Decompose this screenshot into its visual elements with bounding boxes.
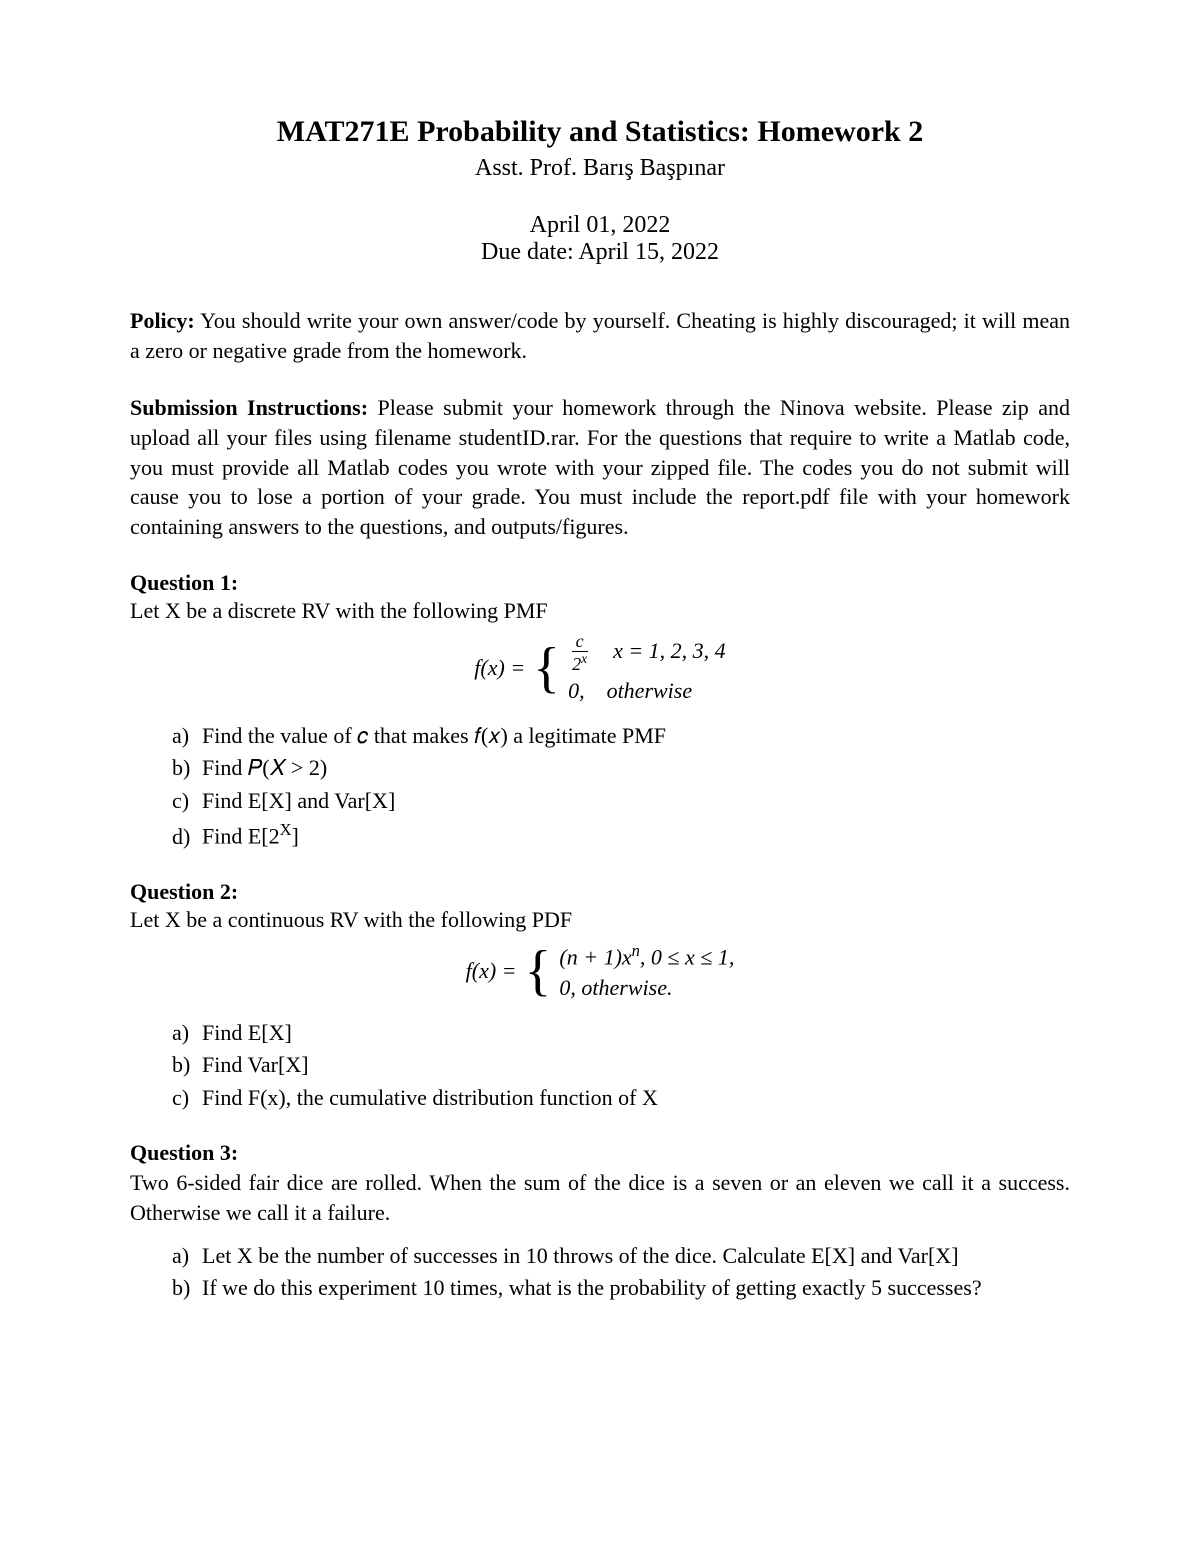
question-3-items: a)Let X be the number of successes in 10… — [130, 1242, 1070, 1303]
submission-label: Submission Instructions: — [130, 395, 368, 420]
question-1-equation: f(x) = { c 2x x = 1, 2, 3, 4 0, otherwis… — [130, 632, 1070, 704]
document-title: MAT271E Probability and Statistics: Home… — [130, 115, 1070, 149]
left-brace-icon: { — [525, 946, 552, 996]
q2-eq-lhs: f(x) = — [466, 958, 517, 984]
q2-item-b: b)Find Var[X] — [172, 1051, 1070, 1080]
q2-item-a: a)Find E[X] — [172, 1019, 1070, 1048]
submission-paragraph: Submission Instructions: Please submit y… — [130, 393, 1070, 541]
question-1-items: a)Find the value of 𝑐 that makes 𝑓(𝑥) a … — [130, 722, 1070, 852]
q1-frac-den-base: 2 — [572, 654, 581, 674]
q2-case2-val: 0, — [559, 975, 576, 1000]
document-due-date: Due date: April 15, 2022 — [130, 239, 1070, 266]
question-2: Question 2: Let X be a continuous RV wit… — [130, 879, 1070, 1112]
q1-item-d: d)Find E[2X] — [172, 819, 1070, 851]
q1-item-b: b)Find 𝑃(𝑋 > 2) — [172, 754, 1070, 783]
q2-case2-cond: otherwise. — [576, 975, 673, 1000]
q1-frac-den-exp: x — [581, 651, 587, 666]
q1-case1-cond: x = 1, 2, 3, 4 — [613, 638, 726, 663]
policy-label: Policy: — [130, 308, 195, 333]
question-2-intro: Let X be a continuous RV with the follow… — [130, 907, 1070, 933]
left-brace-icon: { — [533, 643, 560, 693]
document-author: Asst. Prof. Barış Başpınar — [130, 155, 1070, 182]
q1-case2-cond: otherwise — [607, 678, 693, 703]
question-2-equation: f(x) = { (n + 1)xn, 0 ≤ x ≤ 1, 0, otherw… — [130, 941, 1070, 1000]
question-1-intro: Let X be a discrete RV with the followin… — [130, 598, 1070, 624]
question-2-header: Question 2: — [130, 879, 1070, 905]
question-2-items: a)Find E[X] b)Find Var[X] c)Find F(x), t… — [130, 1019, 1070, 1113]
question-1-header: Question 1: — [130, 570, 1070, 596]
policy-paragraph: Policy: You should write your own answer… — [130, 306, 1070, 365]
q1-item-a: a)Find the value of 𝑐 that makes 𝑓(𝑥) a … — [172, 722, 1070, 751]
question-1: Question 1: Let X be a discrete RV with … — [130, 570, 1070, 851]
question-3: Question 3: Two 6-sided fair dice are ro… — [130, 1140, 1070, 1303]
policy-text: You should write your own answer/code by… — [130, 308, 1070, 363]
q1-fraction: c 2x — [568, 632, 591, 674]
q2-item-c: c)Find F(x), the cumulative distribution… — [172, 1084, 1070, 1113]
q3-item-a: a)Let X be the number of successes in 10… — [172, 1242, 1070, 1271]
q1-eq-lhs: f(x) = — [474, 655, 525, 681]
document-date: April 01, 2022 — [130, 212, 1070, 239]
q2-case1-sup: n — [632, 941, 640, 960]
q1-item-c: c)Find E[X] and Var[X] — [172, 787, 1070, 816]
q2-case1-pre: (n + 1)x — [559, 945, 631, 970]
q3-item-b: b)If we do this experiment 10 times, wha… — [172, 1274, 1070, 1303]
q1-frac-num: c — [572, 632, 588, 652]
q1-case2-val: 0, — [568, 678, 585, 703]
question-3-intro: Two 6-sided fair dice are rolled. When t… — [130, 1168, 1070, 1227]
question-3-header: Question 3: — [130, 1140, 1070, 1166]
q2-case1-cond: , 0 ≤ x ≤ 1, — [640, 945, 734, 970]
